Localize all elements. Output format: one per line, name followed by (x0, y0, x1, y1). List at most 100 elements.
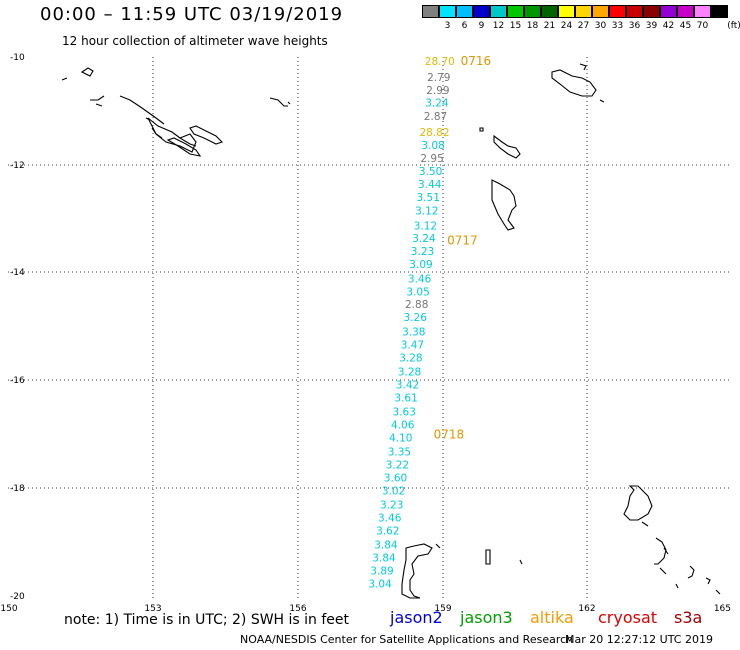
scale-label: 27 (577, 21, 590, 31)
wave-height-label: 3.46 (408, 273, 432, 285)
coastline-rennell (479, 127, 521, 159)
coastline-vanuatu-south (623, 485, 669, 565)
wave-height-label: 3.12 (414, 220, 437, 232)
scale-swatch (592, 5, 609, 18)
wave-height-label: 4.06 (391, 419, 415, 431)
coastlines (61, 63, 721, 599)
y-tick-label: -12 (10, 161, 25, 171)
scale-label: 30 (594, 21, 607, 31)
wave-height-label: 28.82 (419, 127, 449, 139)
scale-swatch (490, 5, 507, 18)
scale-label: 42 (662, 21, 675, 31)
scale-swatch (422, 5, 439, 18)
wave-height-labels: 28.702.792.993.242.8728.823.082.953.503.… (368, 56, 454, 591)
coastline-bougainville (61, 67, 165, 125)
coastline-solomon-main (151, 127, 202, 157)
scale-swatch (694, 5, 711, 18)
scale-label: 36 (628, 21, 641, 31)
scale-swatch (626, 5, 643, 18)
wave-height-label: 2.99 (426, 85, 449, 97)
wave-height-label: 3.62 (376, 525, 399, 537)
wave-height-label: 3.24 (412, 233, 436, 245)
wave-height-label: 3.51 (417, 192, 440, 204)
scale-swatch (643, 5, 660, 18)
wave-height-label: 3.84 (372, 552, 396, 564)
scale-label: 3 (444, 21, 451, 31)
wave-height-label: 3.46 (378, 512, 402, 524)
time-labels: 0716 0717 0718 (434, 54, 492, 442)
y-tick-label: -14 (10, 268, 25, 278)
scale-label: 24 (560, 21, 573, 31)
wave-height-label: 2.87 (424, 111, 447, 123)
pass-time-label: 0718 (434, 428, 465, 442)
scale-label: 12 (492, 21, 505, 31)
coastline-torres (491, 179, 517, 231)
scale-swatch (677, 5, 694, 18)
scale-swatch (524, 5, 541, 18)
wave-height-label: 3.28 (399, 352, 422, 364)
scale-label: 45 (679, 21, 692, 31)
wave-height-label: 3.12 (415, 206, 438, 218)
wave-height-label: 3.89 (370, 565, 393, 577)
wave-height-label: 28.70 (425, 56, 455, 68)
wave-height-label: 3.09 (409, 259, 432, 271)
scale-label: 70 (696, 21, 709, 31)
scale-label: 18 (526, 21, 539, 31)
scale-swatch (558, 5, 575, 18)
x-tick-label: 159 (434, 604, 451, 614)
legend-jason2: jason2 (390, 608, 443, 627)
wave-height-label: 3.84 (374, 539, 398, 551)
scale-label: 21 (543, 21, 556, 31)
wave-height-label: 3.22 (386, 459, 409, 471)
axis-ticks: -10 -12 -14 -16 -18 -20 150 153 156 159 … (0, 53, 731, 614)
chart-subtitle: 12 hour collection of altimeter wave hei… (62, 34, 328, 48)
x-tick-label: 153 (144, 604, 161, 614)
coastline-cape (269, 97, 291, 107)
scale-swatch (609, 5, 626, 18)
pass-time-label: 0716 (461, 54, 492, 68)
chart-title: 00:00 – 11:59 UTC 03/19/2019 (40, 4, 344, 25)
scale-label: 33 (611, 21, 624, 31)
wave-height-label: 3.05 (406, 286, 429, 298)
wave-height-label: 3.26 (404, 312, 428, 324)
wave-height-label: 3.24 (425, 97, 449, 109)
coastline-new-caledonia (401, 543, 441, 599)
grid-lines (8, 57, 731, 598)
wave-height-label: 3.61 (394, 392, 417, 404)
scale-label: 39 (645, 21, 658, 31)
legend-s3a: s3a (674, 608, 703, 627)
coastline-east-islands (659, 565, 721, 595)
generation-timestamp: Mar 20 12:27:12 UTC 2019 (565, 633, 713, 646)
scale-label: 15 (509, 21, 522, 31)
wave-height-label: 3.04 (368, 578, 392, 590)
y-tick-label: -18 (10, 484, 25, 494)
wave-height-label: 3.02 (382, 485, 405, 497)
credit-line: NOAA/NESDIS Center for Satellite Applica… (240, 633, 574, 646)
wave-height-label: 3.35 (388, 446, 411, 458)
scale-swatch (541, 5, 558, 18)
coastline-vanuatu-north (551, 63, 605, 103)
wave-height-label: 2.79 (427, 72, 450, 84)
scale-swatch (711, 5, 728, 18)
y-tick-label: -20 (10, 592, 25, 602)
x-tick-label: 165 (714, 604, 731, 614)
scale-swatch (456, 5, 473, 18)
wave-height-label: 3.23 (380, 499, 403, 511)
wave-height-label: 3.38 (402, 326, 425, 338)
wave-height-label: 3.44 (418, 179, 442, 191)
x-tick-label: 156 (289, 604, 306, 614)
x-tick-label: 150 (0, 604, 17, 614)
scale-swatch (439, 5, 456, 18)
x-tick-label: 162 (578, 604, 595, 614)
y-tick-label: -10 (10, 53, 25, 63)
wave-height-label: 3.08 (421, 140, 444, 152)
wave-height-label: 3.28 (398, 366, 421, 378)
wave-height-label: 3.23 (411, 246, 434, 258)
scale-label: 9 (478, 21, 485, 31)
wave-height-label: 3.42 (396, 379, 419, 391)
wave-height-label: 3.50 (419, 166, 442, 178)
scale-swatch (473, 5, 490, 18)
wave-height-label: 4.10 (389, 432, 412, 444)
